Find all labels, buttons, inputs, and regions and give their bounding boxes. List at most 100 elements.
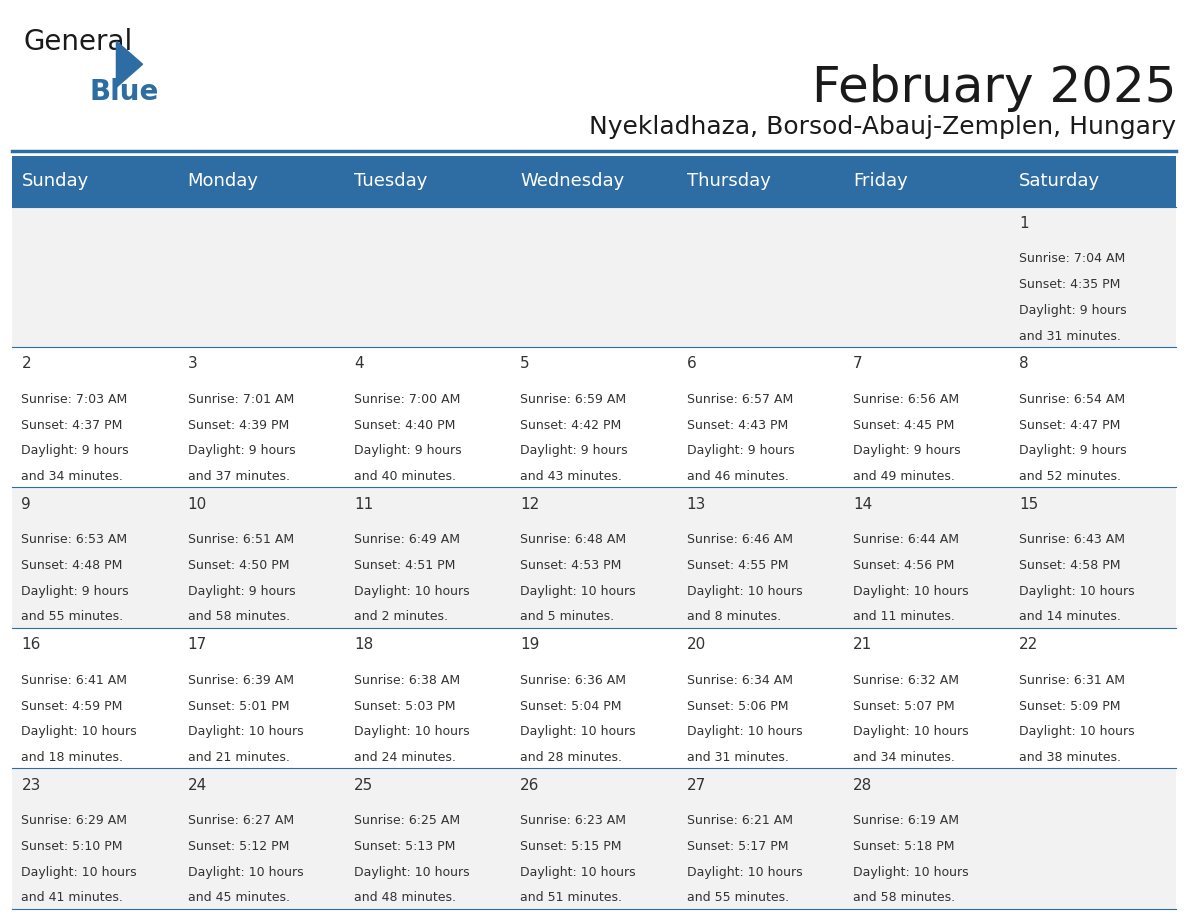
Text: and 37 minutes.: and 37 minutes. bbox=[188, 470, 290, 483]
Text: Sunrise: 6:57 AM: Sunrise: 6:57 AM bbox=[687, 393, 792, 406]
Text: Sunset: 4:42 PM: Sunset: 4:42 PM bbox=[520, 419, 621, 431]
Text: Daylight: 10 hours: Daylight: 10 hours bbox=[687, 725, 802, 738]
Text: Sunrise: 7:00 AM: Sunrise: 7:00 AM bbox=[354, 393, 461, 406]
FancyBboxPatch shape bbox=[12, 347, 1176, 487]
Text: Sunrise: 6:31 AM: Sunrise: 6:31 AM bbox=[1019, 674, 1125, 687]
Text: Sunset: 5:13 PM: Sunset: 5:13 PM bbox=[354, 840, 455, 853]
Text: Sunset: 5:09 PM: Sunset: 5:09 PM bbox=[1019, 700, 1120, 712]
Text: 22: 22 bbox=[1019, 637, 1038, 652]
Text: Sunset: 5:06 PM: Sunset: 5:06 PM bbox=[687, 700, 788, 712]
Text: 26: 26 bbox=[520, 778, 539, 792]
Text: Sunset: 4:47 PM: Sunset: 4:47 PM bbox=[1019, 419, 1120, 431]
Text: 7: 7 bbox=[853, 356, 862, 371]
Text: Sunrise: 6:29 AM: Sunrise: 6:29 AM bbox=[21, 814, 127, 827]
Text: Sunrise: 6:44 AM: Sunrise: 6:44 AM bbox=[853, 533, 959, 546]
Text: Sunset: 4:53 PM: Sunset: 4:53 PM bbox=[520, 559, 621, 572]
Text: Daylight: 10 hours: Daylight: 10 hours bbox=[354, 866, 469, 879]
Text: and 40 minutes.: and 40 minutes. bbox=[354, 470, 456, 483]
Text: Daylight: 9 hours: Daylight: 9 hours bbox=[188, 444, 296, 457]
Text: Sunrise: 6:53 AM: Sunrise: 6:53 AM bbox=[21, 533, 127, 546]
Text: Daylight: 9 hours: Daylight: 9 hours bbox=[1019, 304, 1127, 317]
Text: 21: 21 bbox=[853, 637, 872, 652]
Text: Sunset: 5:04 PM: Sunset: 5:04 PM bbox=[520, 700, 621, 712]
Text: 19: 19 bbox=[520, 637, 539, 652]
Text: and 38 minutes.: and 38 minutes. bbox=[1019, 751, 1121, 764]
Text: Sunrise: 6:54 AM: Sunrise: 6:54 AM bbox=[1019, 393, 1125, 406]
Text: Sunrise: 6:51 AM: Sunrise: 6:51 AM bbox=[188, 533, 293, 546]
Text: Blue: Blue bbox=[89, 78, 158, 106]
Text: Sunset: 5:01 PM: Sunset: 5:01 PM bbox=[188, 700, 289, 712]
Text: and 58 minutes.: and 58 minutes. bbox=[188, 610, 290, 623]
Text: 14: 14 bbox=[853, 497, 872, 511]
Text: Sunrise: 6:48 AM: Sunrise: 6:48 AM bbox=[520, 533, 626, 546]
Text: Daylight: 10 hours: Daylight: 10 hours bbox=[188, 866, 303, 879]
Text: and 41 minutes.: and 41 minutes. bbox=[21, 891, 124, 904]
Text: Sunrise: 6:34 AM: Sunrise: 6:34 AM bbox=[687, 674, 792, 687]
Text: Sunset: 5:17 PM: Sunset: 5:17 PM bbox=[687, 840, 788, 853]
Text: Sunset: 4:39 PM: Sunset: 4:39 PM bbox=[188, 419, 289, 431]
Text: Sunrise: 6:41 AM: Sunrise: 6:41 AM bbox=[21, 674, 127, 687]
Text: Daylight: 9 hours: Daylight: 9 hours bbox=[1019, 444, 1127, 457]
Text: and 5 minutes.: and 5 minutes. bbox=[520, 610, 614, 623]
Text: and 48 minutes.: and 48 minutes. bbox=[354, 891, 456, 904]
Text: General: General bbox=[24, 28, 133, 56]
Text: Sunset: 4:48 PM: Sunset: 4:48 PM bbox=[21, 559, 122, 572]
Text: Sunset: 5:12 PM: Sunset: 5:12 PM bbox=[188, 840, 289, 853]
Text: Sunrise: 6:27 AM: Sunrise: 6:27 AM bbox=[188, 814, 293, 827]
Text: and 51 minutes.: and 51 minutes. bbox=[520, 891, 623, 904]
Text: and 46 minutes.: and 46 minutes. bbox=[687, 470, 789, 483]
Text: 15: 15 bbox=[1019, 497, 1038, 511]
Text: 28: 28 bbox=[853, 778, 872, 792]
Text: and 58 minutes.: and 58 minutes. bbox=[853, 891, 955, 904]
Text: 12: 12 bbox=[520, 497, 539, 511]
Text: Sunrise: 6:21 AM: Sunrise: 6:21 AM bbox=[687, 814, 792, 827]
Text: February 2025: February 2025 bbox=[811, 64, 1176, 112]
Text: 27: 27 bbox=[687, 778, 706, 792]
Text: and 43 minutes.: and 43 minutes. bbox=[520, 470, 623, 483]
Text: and 11 minutes.: and 11 minutes. bbox=[853, 610, 955, 623]
Text: Daylight: 10 hours: Daylight: 10 hours bbox=[853, 585, 968, 598]
Text: Sunrise: 7:04 AM: Sunrise: 7:04 AM bbox=[1019, 252, 1125, 265]
Text: Sunset: 4:37 PM: Sunset: 4:37 PM bbox=[21, 419, 122, 431]
Text: Sunset: 5:18 PM: Sunset: 5:18 PM bbox=[853, 840, 954, 853]
Text: 5: 5 bbox=[520, 356, 530, 371]
Text: Nyekladhaza, Borsod-Abauj-Zemplen, Hungary: Nyekladhaza, Borsod-Abauj-Zemplen, Hunga… bbox=[589, 115, 1176, 139]
Text: Daylight: 10 hours: Daylight: 10 hours bbox=[354, 585, 469, 598]
Text: Tuesday: Tuesday bbox=[354, 173, 428, 190]
Text: Daylight: 10 hours: Daylight: 10 hours bbox=[21, 725, 137, 738]
Text: and 55 minutes.: and 55 minutes. bbox=[687, 891, 789, 904]
Text: and 31 minutes.: and 31 minutes. bbox=[687, 751, 789, 764]
Text: Sunrise: 6:23 AM: Sunrise: 6:23 AM bbox=[520, 814, 626, 827]
Text: Daylight: 9 hours: Daylight: 9 hours bbox=[188, 585, 296, 598]
Text: 16: 16 bbox=[21, 637, 40, 652]
Text: 9: 9 bbox=[21, 497, 31, 511]
Text: Daylight: 10 hours: Daylight: 10 hours bbox=[1019, 725, 1135, 738]
Text: Daylight: 10 hours: Daylight: 10 hours bbox=[21, 866, 137, 879]
Text: Sunrise: 6:25 AM: Sunrise: 6:25 AM bbox=[354, 814, 460, 827]
Text: Sunset: 4:45 PM: Sunset: 4:45 PM bbox=[853, 419, 954, 431]
Text: Sunrise: 7:01 AM: Sunrise: 7:01 AM bbox=[188, 393, 293, 406]
Text: Sunrise: 6:46 AM: Sunrise: 6:46 AM bbox=[687, 533, 792, 546]
Text: Daylight: 9 hours: Daylight: 9 hours bbox=[21, 585, 129, 598]
Text: 20: 20 bbox=[687, 637, 706, 652]
Text: 1: 1 bbox=[1019, 216, 1029, 230]
Text: Daylight: 10 hours: Daylight: 10 hours bbox=[520, 725, 636, 738]
Text: Sunset: 4:35 PM: Sunset: 4:35 PM bbox=[1019, 278, 1120, 291]
Text: Sunrise: 6:32 AM: Sunrise: 6:32 AM bbox=[853, 674, 959, 687]
Text: Sunrise: 6:19 AM: Sunrise: 6:19 AM bbox=[853, 814, 959, 827]
Text: 23: 23 bbox=[21, 778, 40, 792]
Text: Sunset: 4:56 PM: Sunset: 4:56 PM bbox=[853, 559, 954, 572]
Text: Daylight: 9 hours: Daylight: 9 hours bbox=[520, 444, 628, 457]
Text: Daylight: 10 hours: Daylight: 10 hours bbox=[687, 585, 802, 598]
Text: 11: 11 bbox=[354, 497, 373, 511]
Text: and 14 minutes.: and 14 minutes. bbox=[1019, 610, 1121, 623]
Text: Daylight: 9 hours: Daylight: 9 hours bbox=[853, 444, 961, 457]
Text: Daylight: 10 hours: Daylight: 10 hours bbox=[853, 866, 968, 879]
Text: Daylight: 10 hours: Daylight: 10 hours bbox=[188, 725, 303, 738]
Text: Sunset: 4:55 PM: Sunset: 4:55 PM bbox=[687, 559, 788, 572]
Text: Daylight: 10 hours: Daylight: 10 hours bbox=[1019, 585, 1135, 598]
Text: Daylight: 10 hours: Daylight: 10 hours bbox=[520, 585, 636, 598]
Text: Daylight: 9 hours: Daylight: 9 hours bbox=[354, 444, 462, 457]
Text: 4: 4 bbox=[354, 356, 364, 371]
Text: Wednesday: Wednesday bbox=[520, 173, 625, 190]
